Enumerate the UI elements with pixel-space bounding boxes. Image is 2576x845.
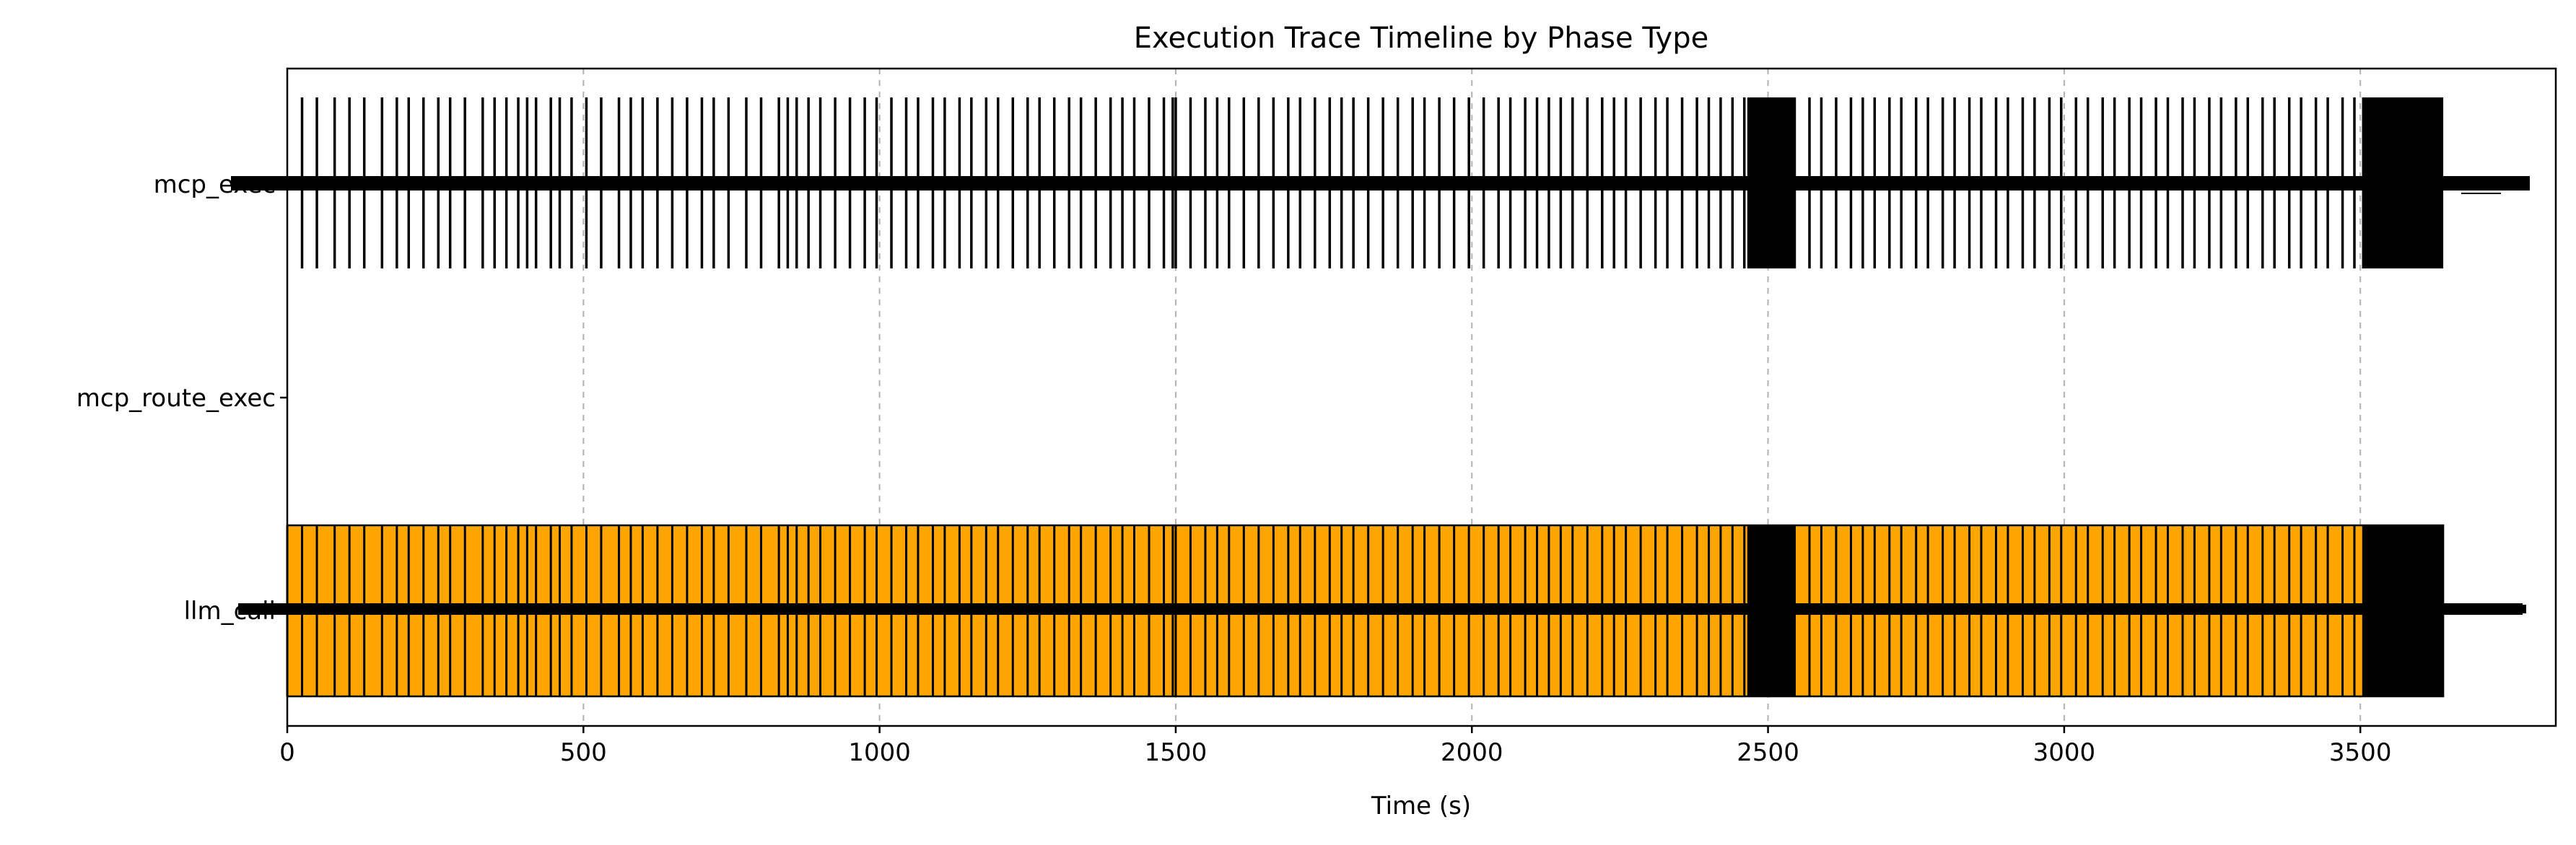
- x-tick-label: 1500: [1145, 738, 1208, 767]
- y-tick-label: mcp_exec: [154, 170, 276, 199]
- x-tick-label: 500: [560, 738, 607, 767]
- x-tick-label: 3500: [2329, 738, 2392, 767]
- x-tick-label: 2500: [1737, 738, 1799, 767]
- x-axis-label: Time (s): [1371, 792, 1471, 820]
- llm-call-label-band-tail: [2454, 605, 2526, 613]
- chart-title: Execution Trace Timeline by Phase Type: [1134, 22, 1708, 55]
- x-tick-label: 1000: [848, 738, 911, 767]
- y-tick-label: llm_call: [184, 597, 276, 626]
- x-tick-label: 0: [279, 738, 295, 767]
- mcp-exec-label-band: [231, 176, 2530, 191]
- x-tick-label: 3000: [2033, 738, 2096, 767]
- ticks-layer: 0 500 1000 1500 2000 2500 3000 3500 mcp_exec mcp_…: [77, 170, 2392, 767]
- y-tick-label: mcp_route_exec: [77, 384, 276, 413]
- llm-call-label-band: [238, 603, 2523, 615]
- x-tick-label: 2000: [1441, 738, 1503, 767]
- marks-layer: [231, 97, 2530, 698]
